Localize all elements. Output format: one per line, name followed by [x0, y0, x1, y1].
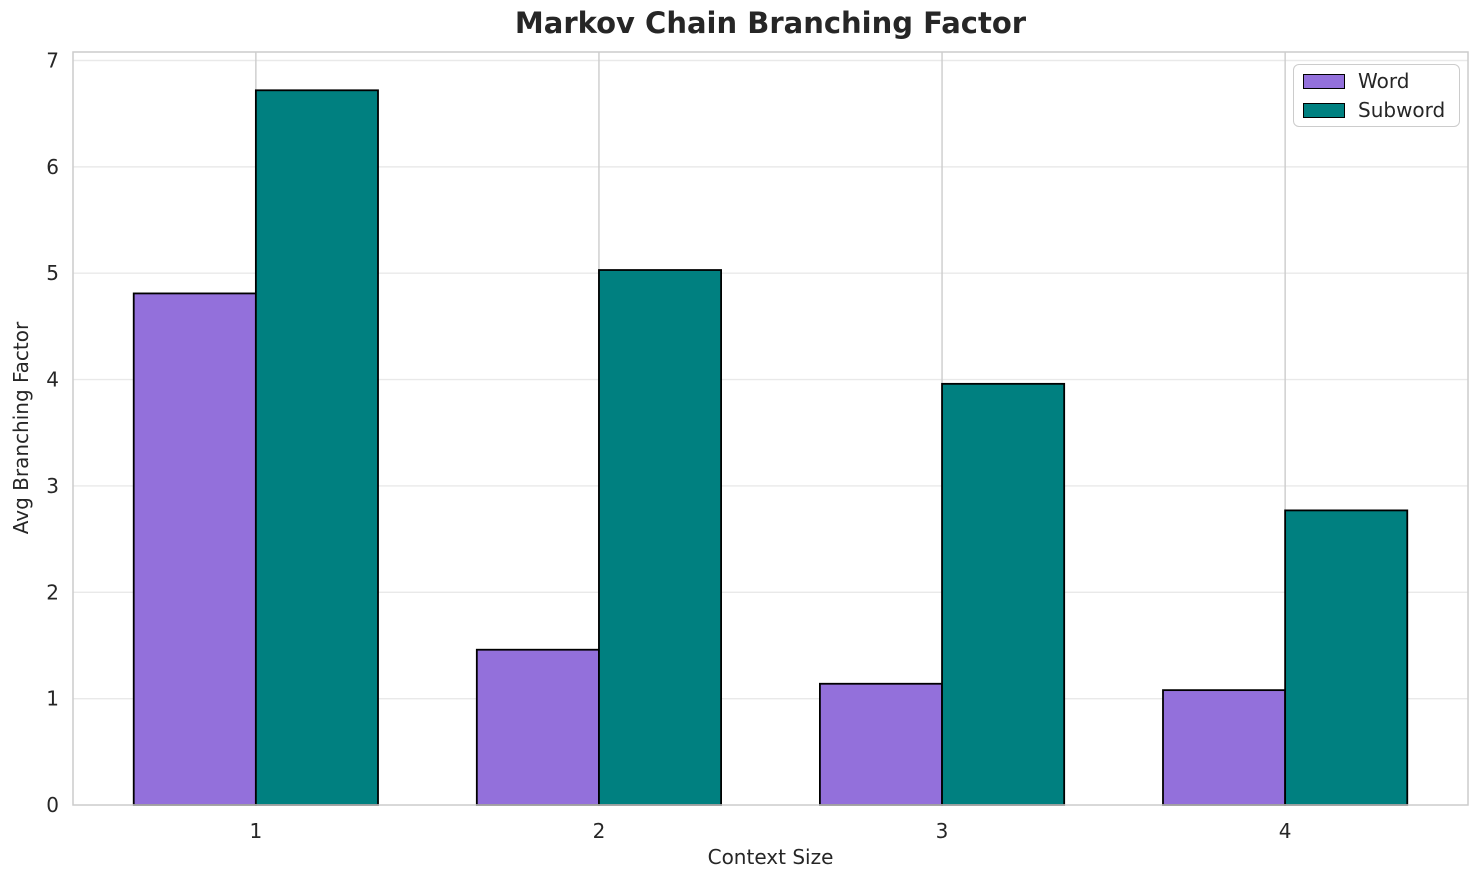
- plot-border: [72, 51, 1469, 806]
- y-tick-label: 6: [46, 155, 59, 179]
- x-tick-label: 4: [1279, 819, 1292, 843]
- word-swatch-icon: [1303, 73, 1345, 89]
- subword-swatch-icon: [1303, 102, 1345, 118]
- y-tick-label: 7: [46, 49, 59, 73]
- legend: Word Subword: [1293, 64, 1460, 127]
- bar-subword-3: [941, 382, 1066, 806]
- y-tick-label: 5: [46, 261, 59, 285]
- x-axis-label: Context Size: [707, 845, 834, 869]
- y-tick-label: 3: [46, 474, 59, 498]
- y-axis-label: Avg Branching Factor: [9, 321, 33, 535]
- y-tick-label: 0: [46, 793, 59, 817]
- bar-word-4: [1162, 689, 1287, 806]
- legend-label-subword: Subword: [1358, 98, 1446, 122]
- bar-word-1: [132, 292, 257, 806]
- y-tick-label: 2: [46, 580, 59, 604]
- bar-word-2: [475, 648, 600, 806]
- legend-item-subword: Subword: [1303, 98, 1459, 122]
- x-tick-label: 2: [593, 819, 606, 843]
- x-tick-label: 1: [249, 819, 262, 843]
- bar-subword-4: [1284, 509, 1409, 806]
- y-tick-label: 4: [46, 368, 59, 392]
- bar-subword-1: [254, 89, 379, 806]
- chart-title: Markov Chain Branching Factor: [514, 6, 1027, 40]
- bar-subword-2: [598, 269, 722, 806]
- bar-word-3: [819, 682, 943, 806]
- legend-item-word: Word: [1303, 69, 1459, 93]
- legend-label-word: Word: [1358, 69, 1410, 93]
- x-tick-label: 3: [936, 819, 949, 843]
- y-tick-label: 1: [46, 687, 59, 711]
